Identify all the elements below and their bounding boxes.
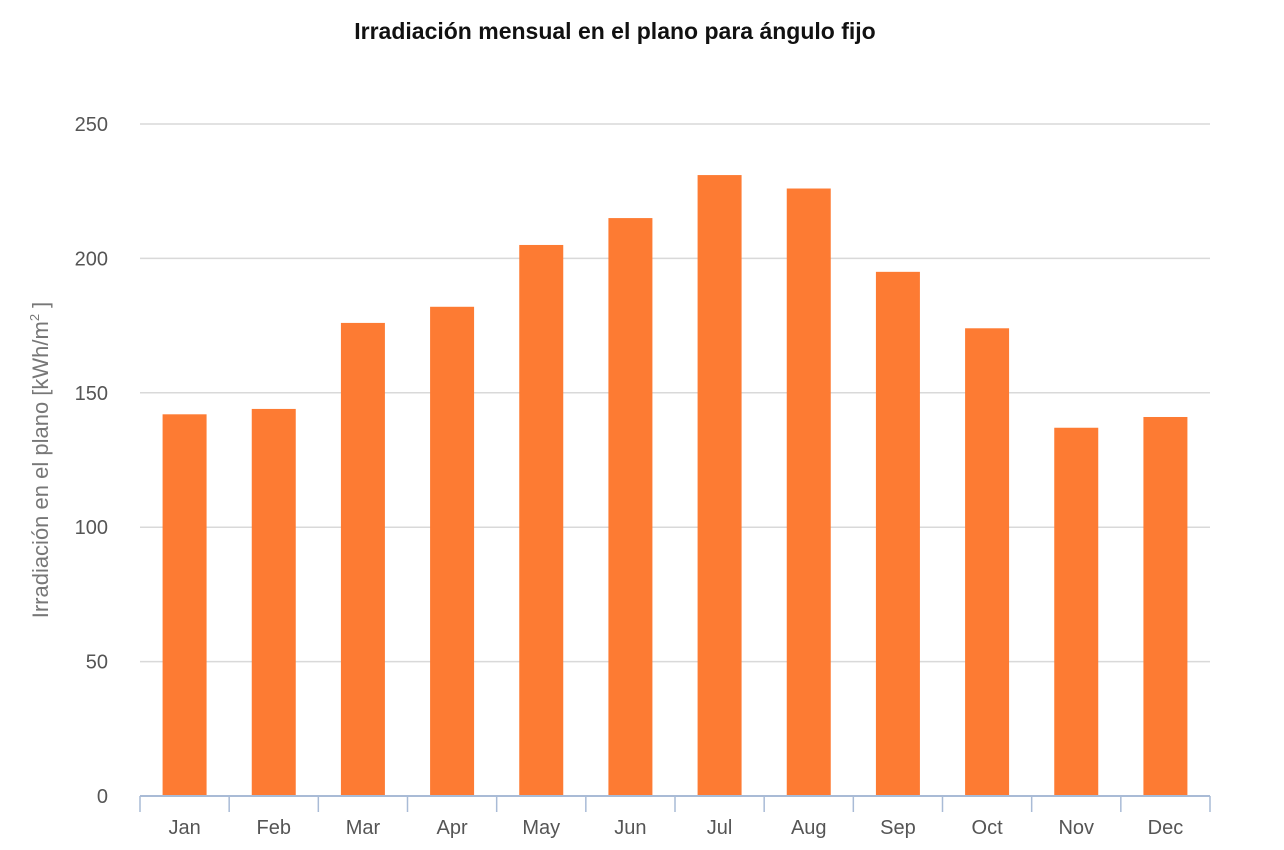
bar-mar — [340, 322, 385, 796]
bars — [162, 175, 1188, 797]
chart-title: Irradiación mensual en el plano para áng… — [354, 18, 876, 44]
bar-jun — [608, 218, 653, 796]
x-tick-label: Jul — [707, 817, 733, 839]
bar-jan — [162, 414, 207, 796]
x-axis — [139, 795, 1211, 812]
y-axis-ticks: 0 50 100 150 200 250 — [75, 114, 108, 808]
bar-may — [519, 244, 564, 796]
x-tick-label: Oct — [972, 817, 1004, 839]
x-tick-label: Apr — [437, 817, 468, 839]
x-tick-label: Jun — [614, 817, 646, 839]
x-tick-label: Aug — [791, 817, 827, 839]
x-tick-label: Nov — [1058, 817, 1094, 839]
y-axis-title-main: Irradiación en el plano [kWh/m — [28, 321, 53, 618]
bar-aug — [786, 188, 831, 797]
bar-apr — [430, 306, 475, 796]
y-tick-label: 0 — [97, 786, 108, 808]
x-tick-label: Jan — [168, 817, 200, 839]
grid-lines — [140, 123, 1210, 663]
x-tick-label: May — [522, 817, 560, 839]
bar-nov — [1054, 427, 1099, 796]
x-tick-label: Sep — [880, 817, 916, 839]
x-axis-ticks: Jan Feb Mar Apr May Jun Jul Aug Sep Oct Nov Dec — [168, 817, 1183, 839]
bar-jul — [697, 175, 742, 796]
x-tick-label: Mar — [346, 817, 381, 839]
y-tick-label: 150 — [75, 383, 108, 405]
y-tick-label: 250 — [75, 114, 108, 136]
y-tick-label: 200 — [75, 248, 108, 270]
y-axis-title-suffix: ] — [28, 302, 53, 314]
y-axis-title-superscript: 2 — [27, 314, 42, 321]
y-axis-title: Irradiación en el plano [kWh/m2 ] — [27, 302, 53, 619]
x-tick-label: Dec — [1148, 817, 1184, 839]
bar-feb — [251, 408, 296, 796]
y-tick-label: 50 — [86, 652, 108, 674]
y-tick-label: 100 — [75, 517, 108, 539]
bar-oct — [965, 328, 1010, 796]
x-tick-label: Feb — [257, 817, 291, 839]
bar-sep — [875, 271, 920, 797]
bar-dec — [1143, 416, 1188, 796]
